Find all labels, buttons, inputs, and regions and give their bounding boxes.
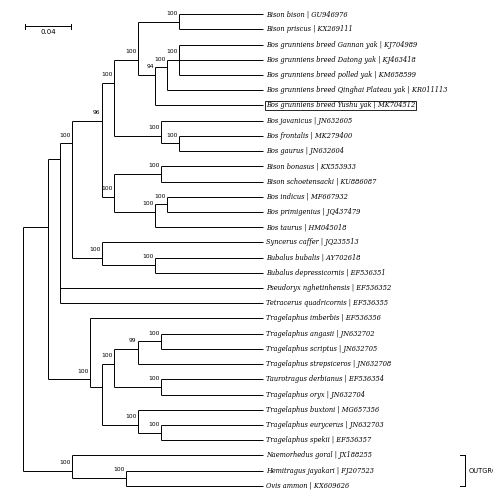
Text: 100: 100 xyxy=(166,49,177,54)
Text: 100: 100 xyxy=(166,11,177,16)
Text: 100: 100 xyxy=(142,254,154,260)
Text: Bos grunniens breed polled yak | KM658599: Bos grunniens breed polled yak | KM65859… xyxy=(266,71,416,79)
Text: Bos grunniens breed Datong yak | KJ463418: Bos grunniens breed Datong yak | KJ46341… xyxy=(266,56,416,64)
Text: 100: 100 xyxy=(102,186,113,191)
Text: 100: 100 xyxy=(125,49,137,54)
Text: Bubalus depressicornis | EF536351: Bubalus depressicornis | EF536351 xyxy=(266,269,386,277)
Text: 100: 100 xyxy=(148,125,160,130)
Text: Tragelaphus eurycerus | JN632703: Tragelaphus eurycerus | JN632703 xyxy=(266,421,384,429)
Text: 100: 100 xyxy=(148,422,160,427)
Text: Bos indicus | MF667932: Bos indicus | MF667932 xyxy=(266,192,348,200)
Text: 100: 100 xyxy=(148,330,160,336)
Text: Bos frontalis | MK279400: Bos frontalis | MK279400 xyxy=(266,132,352,140)
Text: 100: 100 xyxy=(125,414,137,419)
Text: Tragelaphus scriptus | JN632705: Tragelaphus scriptus | JN632705 xyxy=(266,345,377,353)
Text: 94: 94 xyxy=(146,64,154,69)
Text: 100: 100 xyxy=(113,468,125,472)
Text: 100: 100 xyxy=(154,194,166,198)
Text: Bison bison | GU946976: Bison bison | GU946976 xyxy=(266,10,348,18)
Text: 100: 100 xyxy=(166,132,177,138)
Text: 99: 99 xyxy=(129,338,137,343)
Text: Tragelaphus imberbis | EF536356: Tragelaphus imberbis | EF536356 xyxy=(266,314,381,322)
Text: 100: 100 xyxy=(102,354,113,358)
Text: 100: 100 xyxy=(148,163,160,168)
Text: Bos taurus | HM045018: Bos taurus | HM045018 xyxy=(266,223,346,231)
Text: Tetracerus quadricornis | EF536355: Tetracerus quadricornis | EF536355 xyxy=(266,300,388,308)
Text: Bos javanicus | JN632605: Bos javanicus | JN632605 xyxy=(266,116,352,124)
Text: OUTGROUP: OUTGROUP xyxy=(468,468,493,473)
Text: Ovis ammon | KX609626: Ovis ammon | KX609626 xyxy=(266,482,349,490)
Text: 96: 96 xyxy=(93,110,100,115)
Text: Naemorhedus goral | JX188255: Naemorhedus goral | JX188255 xyxy=(266,452,372,460)
Text: Tragelaphus spekii | EF536357: Tragelaphus spekii | EF536357 xyxy=(266,436,371,444)
Text: Bos gaurus | JN632604: Bos gaurus | JN632604 xyxy=(266,147,344,155)
Text: Pseudoryx nghetinhensis | EF536352: Pseudoryx nghetinhensis | EF536352 xyxy=(266,284,391,292)
Text: Bison bonasus | KX553933: Bison bonasus | KX553933 xyxy=(266,162,356,170)
Text: Bison schoetensacki | KU886087: Bison schoetensacki | KU886087 xyxy=(266,178,376,186)
Text: Bos grunniens breed Gannan yak | KJ704989: Bos grunniens breed Gannan yak | KJ70498… xyxy=(266,40,417,48)
Text: Tragelaphus angasii | JN632702: Tragelaphus angasii | JN632702 xyxy=(266,330,374,338)
Text: 100: 100 xyxy=(60,460,71,465)
Text: 100: 100 xyxy=(77,368,89,374)
Text: 100: 100 xyxy=(148,376,160,381)
Text: Bos grunniens breed Qinghai Plateau yak | KR011113: Bos grunniens breed Qinghai Plateau yak … xyxy=(266,86,447,94)
Text: Tragelaphus strepsiceros | JN632708: Tragelaphus strepsiceros | JN632708 xyxy=(266,360,391,368)
Text: 100: 100 xyxy=(154,56,166,62)
Text: Bubalus bubalis | AY702618: Bubalus bubalis | AY702618 xyxy=(266,254,360,262)
Text: Bos grunniens breed Yushu yak | MK704512: Bos grunniens breed Yushu yak | MK704512 xyxy=(266,102,415,110)
Text: Bison priscus | KX269111: Bison priscus | KX269111 xyxy=(266,26,352,34)
Text: Taurotragus derbianus | EF536354: Taurotragus derbianus | EF536354 xyxy=(266,376,384,384)
Text: 0.04: 0.04 xyxy=(40,28,56,34)
Text: 100: 100 xyxy=(89,247,100,252)
Text: 100: 100 xyxy=(102,72,113,77)
Text: 100: 100 xyxy=(60,132,71,138)
Text: Syncerus caffer | JQ235513: Syncerus caffer | JQ235513 xyxy=(266,238,358,246)
Text: Tragelaphus buxtoni | MG657356: Tragelaphus buxtoni | MG657356 xyxy=(266,406,379,414)
Text: Hemitragus jayakari | FJ207523: Hemitragus jayakari | FJ207523 xyxy=(266,466,374,474)
Text: Bos primigenius | JQ437479: Bos primigenius | JQ437479 xyxy=(266,208,360,216)
Text: Tragelaphus oryx | JN632704: Tragelaphus oryx | JN632704 xyxy=(266,390,365,398)
Text: 100: 100 xyxy=(142,201,154,206)
